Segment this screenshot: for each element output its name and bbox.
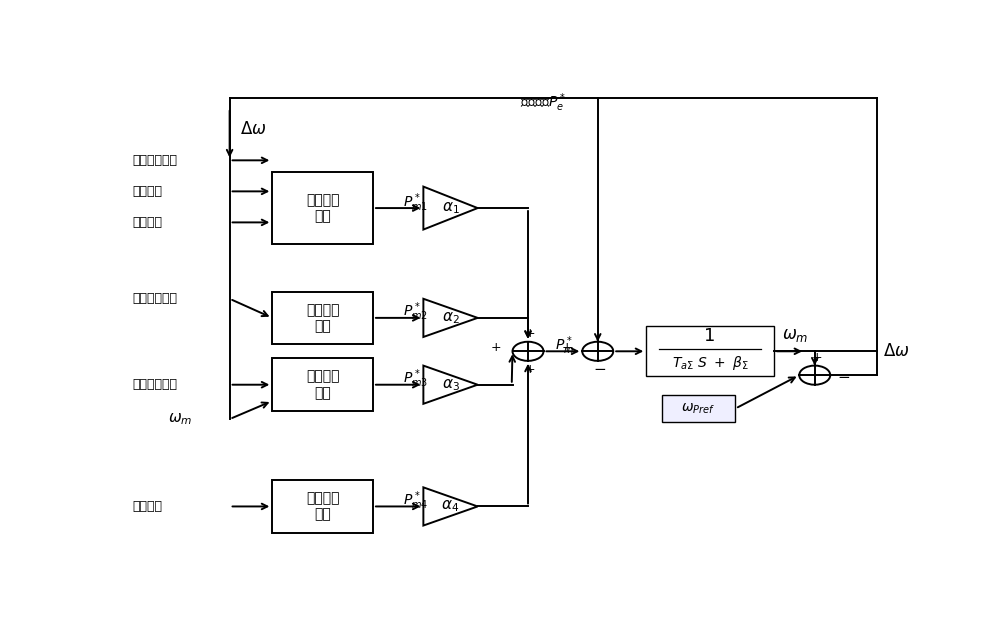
Text: 火电给定负荷: 火电给定负荷 [133, 292, 178, 305]
Text: $P^*_{m1}$: $P^*_{m1}$ [403, 191, 428, 214]
Text: $\Delta\omega$: $\Delta\omega$ [240, 120, 266, 138]
Text: 迎面风速: 迎面风速 [133, 185, 163, 198]
Text: $\alpha_1$: $\alpha_1$ [442, 200, 459, 216]
Text: +: + [524, 363, 535, 376]
Text: 空冷机组
模型: 空冷机组 模型 [306, 193, 339, 223]
Text: $\alpha_4$: $\alpha_4$ [441, 498, 460, 515]
FancyBboxPatch shape [272, 358, 373, 411]
Text: $P^*_{m4}$: $P^*_{m4}$ [403, 489, 428, 512]
Text: $\alpha_2$: $\alpha_2$ [442, 310, 459, 326]
Text: −: − [838, 370, 851, 385]
Text: $P^*_{m3}$: $P^*_{m3}$ [403, 368, 428, 390]
FancyBboxPatch shape [272, 172, 373, 244]
Text: 风电机组
模型: 风电机组 模型 [306, 491, 339, 521]
FancyBboxPatch shape [646, 326, 774, 376]
Text: $T_{a\Sigma}\ S\ +\ \beta_{\Sigma}$: $T_{a\Sigma}\ S\ +\ \beta_{\Sigma}$ [672, 354, 749, 372]
FancyBboxPatch shape [272, 291, 373, 344]
Text: 电网负荷$P^*_e$: 电网负荷$P^*_e$ [520, 91, 566, 113]
Text: 空冷给定负荷: 空冷给定负荷 [133, 154, 178, 167]
Text: $\Delta\omega$: $\Delta\omega$ [883, 342, 910, 360]
Text: $\omega_{Pref}$: $\omega_{Pref}$ [681, 401, 716, 416]
Text: 风速信号: 风速信号 [133, 500, 163, 513]
Text: 水电给定负荷: 水电给定负荷 [133, 378, 178, 391]
Text: −: − [594, 362, 606, 377]
Text: $P^*_{m2}$: $P^*_{m2}$ [403, 301, 428, 324]
Text: 环境温度: 环境温度 [133, 216, 163, 229]
Text: $\alpha_3$: $\alpha_3$ [442, 377, 459, 392]
FancyBboxPatch shape [662, 396, 735, 422]
Text: $P^*_m$: $P^*_m$ [555, 334, 574, 357]
FancyBboxPatch shape [272, 480, 373, 533]
Text: +: + [812, 350, 822, 363]
Text: +: + [561, 341, 572, 354]
Text: $\omega_m$: $\omega_m$ [782, 326, 809, 344]
Text: 1: 1 [704, 327, 716, 345]
Text: $\omega_m$: $\omega_m$ [168, 411, 192, 427]
Text: 水电机组
模型: 水电机组 模型 [306, 370, 339, 400]
Text: 火电机组
模型: 火电机组 模型 [306, 303, 339, 333]
Text: +: + [524, 327, 535, 340]
Text: +: + [490, 341, 501, 354]
